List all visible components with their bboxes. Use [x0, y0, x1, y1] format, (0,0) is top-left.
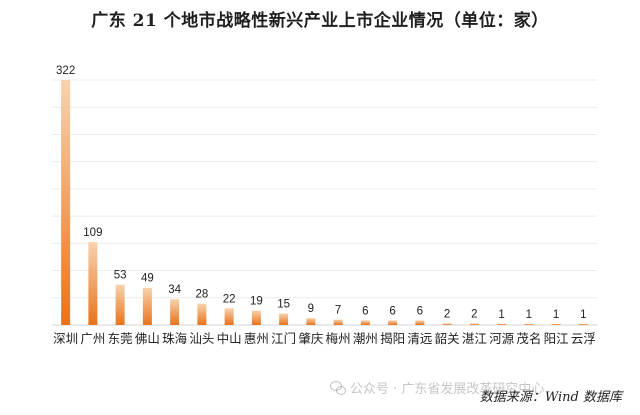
- category-label-江门: 江门: [271, 331, 296, 346]
- category-label-云浮: 云浮: [571, 331, 596, 346]
- bar-肇庆: [306, 318, 316, 325]
- watermark: 公众号 · 广东省发展改革研究中心: [330, 378, 544, 397]
- data-label-河源: 1: [498, 309, 504, 321]
- category-label-揭阳: 揭阳: [380, 331, 405, 346]
- category-labels: 深圳 广州 东莞 佛山 珠海 汕头 中山 惠州 江门 肇庆 梅州 潮州 揭阳 清远 韶关 湛江 河源 茂名 阳江 云浮: [53, 331, 596, 346]
- category-label-深圳: 深圳: [53, 331, 78, 346]
- bar-珠海: [170, 299, 180, 325]
- data-label-湛江: 2: [471, 308, 477, 320]
- data-label-潮州: 6: [362, 305, 368, 317]
- data-label-江门: 15: [277, 299, 290, 311]
- bar-清远: [415, 320, 425, 325]
- gridlines: [52, 79, 597, 326]
- category-label-广州: 广州: [80, 331, 105, 346]
- bar-韶关: [442, 323, 452, 325]
- category-label-河源: 河源: [489, 331, 515, 346]
- bar-茂名: [524, 323, 534, 325]
- category-label-阳江: 阳江: [544, 331, 569, 346]
- category-label-汕头: 汕头: [189, 331, 214, 346]
- data-label-汕头: 28: [195, 289, 208, 301]
- data-label-揭阳: 6: [389, 305, 395, 317]
- bar-东莞: [115, 284, 125, 325]
- bar-阳江: [551, 323, 561, 325]
- category-label-东莞: 东莞: [108, 331, 133, 346]
- bar-惠州: [251, 310, 261, 325]
- watermark-text: 公众号 · 广东省发展改革研究中心: [350, 382, 545, 397]
- data-label-梅州: 7: [335, 305, 341, 317]
- data-label-佛山: 49: [141, 273, 154, 285]
- data-label-肇庆: 9: [308, 303, 314, 315]
- category-label-韶关: 韶关: [435, 331, 460, 346]
- category-label-湛江: 湛江: [462, 331, 487, 346]
- chart-title: 广东 21 个地市战略性新兴产业上市企业情况（单位：家）: [91, 11, 549, 31]
- category-label-潮州: 潮州: [353, 331, 378, 346]
- data-source-note: 数据来源：Wind 数据库: [479, 390, 622, 405]
- category-label-茂名: 茂名: [516, 331, 541, 346]
- data-label-云浮: 1: [580, 309, 586, 321]
- data-label-阳江: 1: [553, 309, 559, 321]
- bar-佛山: [142, 287, 152, 325]
- category-label-珠海: 珠海: [162, 331, 188, 346]
- bars: [61, 80, 588, 325]
- bar-湛江: [469, 323, 479, 325]
- data-label-珠海: 34: [168, 284, 181, 296]
- bar-深圳: [61, 80, 71, 325]
- category-label-惠州: 惠州: [244, 331, 269, 346]
- data-label-中山: 22: [223, 293, 236, 305]
- data-label-韶关: 2: [444, 308, 450, 320]
- bar-河源: [497, 323, 507, 325]
- bar-广州: [88, 242, 98, 325]
- bar-梅州: [333, 319, 343, 325]
- bar-潮州: [360, 320, 370, 325]
- bar-中山: [224, 308, 234, 325]
- category-label-清远: 清远: [407, 331, 433, 346]
- bar-揭阳: [388, 320, 398, 325]
- category-label-佛山: 佛山: [135, 331, 160, 346]
- bar-云浮: [578, 323, 588, 325]
- wechat-icon: [330, 381, 346, 395]
- data-label-茂名: 1: [526, 309, 532, 321]
- bar-江门: [279, 313, 289, 325]
- bar-汕头: [197, 303, 207, 325]
- data-label-广州: 109: [83, 227, 102, 239]
- data-label-深圳: 322: [56, 65, 75, 77]
- data-label-惠州: 19: [250, 296, 263, 308]
- category-label-梅州: 梅州: [326, 331, 351, 346]
- category-label-肇庆: 肇庆: [298, 331, 324, 346]
- category-label-中山: 中山: [217, 331, 242, 346]
- data-label-东莞: 53: [114, 270, 127, 282]
- data-label-清远: 6: [417, 305, 423, 317]
